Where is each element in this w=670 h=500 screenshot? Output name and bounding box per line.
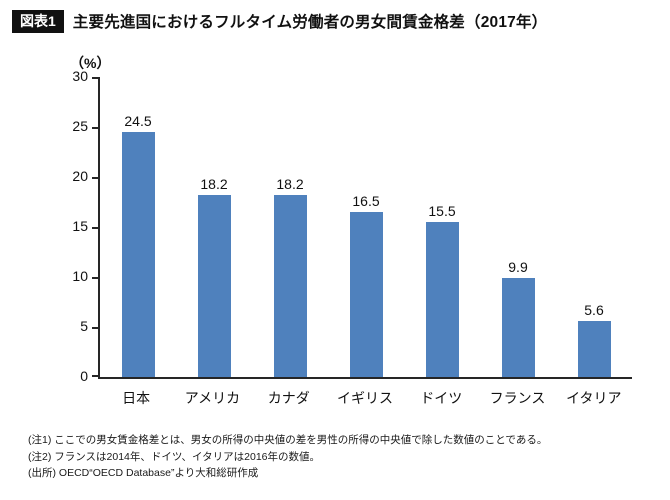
y-axis-tick-mark [92,226,98,229]
x-axis-label: カナダ [267,389,310,406]
footnotes: (注1) ここでの男女賃金格差とは、男女の所得の中央値の差を男性の所得の中央値で… [28,432,660,482]
bar [349,211,383,377]
bar-value-label: 15.5 [428,202,456,219]
bar-group: 9.9 [480,77,556,377]
bar [121,131,155,377]
x-axis-label: 日本 [122,389,151,406]
y-axis-tick-label: 30 [72,67,88,84]
chart-title: 主要先進国におけるフルタイム労働者の男女間賃金格差（2017年） [72,14,548,32]
y-axis-tick-label: 0 [80,367,88,384]
footnote: (注2) フランスは2014年、ドイツ、イタリアは2016年の数値。 [28,450,320,463]
bar-group: 18.2 [252,77,328,377]
chart-header: 図表1 主要先進国におけるフルタイム労働者の男女間賃金格差（2017年） [10,10,660,33]
x-axis-label: アメリカ [184,389,241,406]
bar-chart: 24.5 18.2 18.2 16.5 15.5 9.9 5.6 0 5 10 15 20 25 30 [10,68,632,384]
y-axis-tick-mark [92,126,98,129]
footnote: (出所) OECD“OECD Database”より大和総研作成 [28,467,259,480]
y-axis-tick-mark [92,276,98,279]
bar [197,194,231,377]
bar-value-label: 24.5 [124,112,152,129]
y-axis-tick-label: 25 [72,117,88,134]
plot-area: 24.5 18.2 18.2 16.5 15.5 9.9 5.6 [98,76,632,379]
y-axis-tick-mark [92,176,98,179]
bar-group: 18.2 [176,77,252,377]
y-axis-tick-label: 5 [80,317,88,334]
bar [577,320,611,377]
y-axis-unit-label: （%） [70,54,111,71]
y-axis-tick-mark [92,76,98,79]
figure-badge: 図表1 [12,10,64,33]
bar [501,277,535,377]
bar-group: 5.6 [556,77,632,377]
bar-group: 15.5 [404,77,480,377]
x-axis-label: ドイツ [420,389,463,406]
bar-value-label: 5.6 [584,301,604,318]
bar-value-label: 9.9 [508,258,528,275]
bar-value-label: 18.2 [276,175,304,192]
x-axis-labels: 日本 アメリカ カナダ イギリス ドイツ フランス イタリア [98,379,632,408]
y-axis-tick-mark [92,326,98,329]
x-axis-label: イタリア [566,389,622,406]
bar [273,194,307,377]
footnote: (注1) ここでの男女賃金格差とは、男女の所得の中央値の差を男性の所得の中央値で… [28,433,548,446]
y-axis-tick-label: 10 [72,267,88,284]
bar-group: 24.5 [100,77,176,377]
bar [425,221,459,377]
x-axis-label: イギリス [336,389,393,406]
y-axis-tick-label: 20 [72,167,88,184]
bar-value-label: 18.2 [200,175,228,192]
y-axis-tick-label: 15 [72,217,88,234]
x-axis-label: フランス [489,389,546,406]
bar-group: 16.5 [328,77,404,377]
bar-value-label: 16.5 [352,192,380,209]
y-axis-tick-mark [92,374,98,377]
